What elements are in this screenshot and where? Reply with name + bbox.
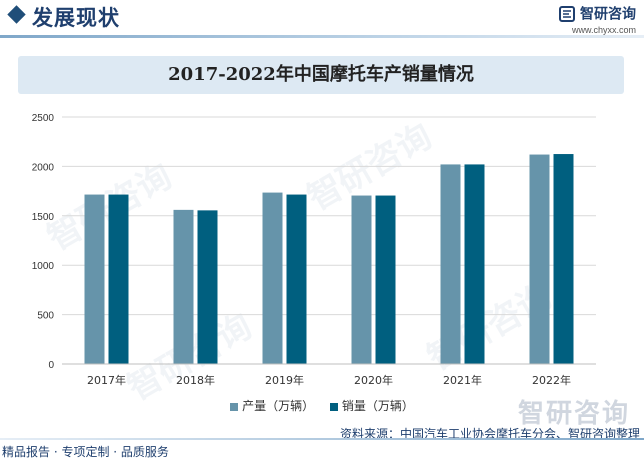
section-title: 发展现状 — [32, 5, 120, 30]
chart-title: 2017-2022年中国摩托车产销量情况 — [168, 64, 474, 85]
x-tick-label: 2018年 — [176, 373, 215, 387]
legend-swatch-production — [230, 402, 239, 411]
bar-chart: 0 500 1000 1500 2000 2500 2017年 2018年 2019年 2020年… — [32, 113, 596, 387]
bar-sales — [375, 195, 396, 364]
x-tick-label: 2019年 — [265, 373, 304, 387]
bar-production — [262, 192, 283, 364]
chart-legend: 产量（万辆） 销量（万辆） — [0, 397, 644, 414]
y-tick-label: 1000 — [32, 261, 55, 272]
section-header: 发展现状 智研咨询 www.chyxx.com — [0, 0, 644, 38]
diamond-icon — [7, 5, 26, 24]
bar-production — [529, 154, 550, 364]
x-tick-label: 2017年 — [87, 373, 126, 387]
bar-sales — [108, 194, 129, 364]
legend-item-production: 产量（万辆） — [230, 397, 314, 414]
legend-label-sales: 销量（万辆） — [341, 399, 414, 413]
brand-url: www.chyxx.com — [571, 24, 636, 35]
legend-label-production: 产量（万辆） — [242, 399, 315, 413]
legend-item-sales: 销量（万辆） — [329, 397, 414, 414]
brand-name: 智研咨询 — [580, 6, 636, 23]
bar-sales — [197, 210, 218, 364]
source-note: 资料来源：中国汽车工业协会摩托车分会、智研咨询整理 — [339, 427, 640, 441]
y-tick-label: 500 — [37, 311, 54, 322]
y-tick-label: 0 — [48, 360, 54, 371]
brand-logo-icon — [558, 5, 575, 22]
footer-divider — [0, 438, 644, 440]
bar-production — [351, 195, 372, 364]
header-divider — [0, 35, 644, 38]
x-tick-label: 2022年 — [532, 373, 571, 387]
brand-logo: 智研咨询 www.chyxx.com — [558, 3, 636, 35]
bar-sales — [553, 154, 574, 364]
bar-sales — [464, 164, 485, 364]
x-tick-label: 2020年 — [354, 373, 393, 387]
legend-swatch-sales — [329, 402, 338, 411]
y-tick-label: 1500 — [32, 212, 55, 223]
footer-tagline: 精品报告 · 专项定制 · 品质服务 — [2, 445, 169, 459]
bar-production — [84, 194, 105, 364]
bar-production — [173, 209, 194, 364]
y-tick-label: 2000 — [32, 162, 55, 173]
chart-title-box: 2017-2022年中国摩托车产销量情况 — [18, 56, 624, 94]
x-tick-label: 2021年 — [443, 373, 482, 387]
footer-watermark: 智研咨询 — [517, 399, 630, 429]
bar-production — [440, 164, 461, 364]
bar-sales — [286, 194, 307, 364]
y-tick-label: 2500 — [32, 113, 55, 124]
